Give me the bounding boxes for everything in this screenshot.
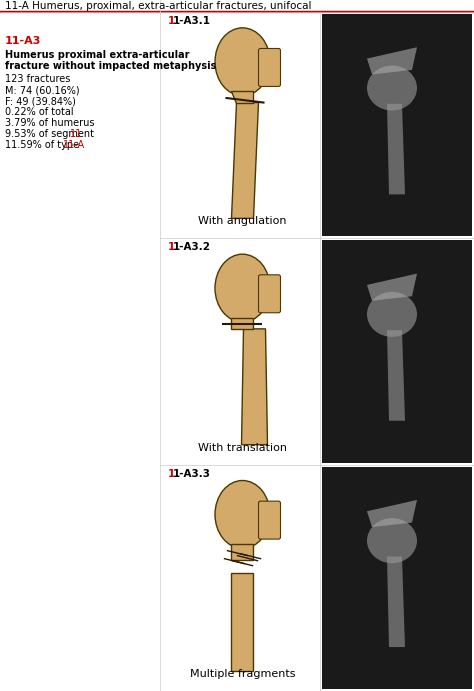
Ellipse shape bbox=[215, 480, 270, 549]
Text: 1: 1 bbox=[168, 243, 175, 252]
Text: Humerus proximal extra-articular: Humerus proximal extra-articular bbox=[5, 50, 190, 60]
Text: 1-A3.2: 1-A3.2 bbox=[173, 243, 211, 252]
Ellipse shape bbox=[215, 28, 270, 96]
Polygon shape bbox=[231, 91, 254, 102]
Text: 11-A Humerus, proximal, extra-articular fractures, unifocal: 11-A Humerus, proximal, extra-articular … bbox=[5, 1, 311, 11]
Text: 1: 1 bbox=[168, 468, 175, 479]
Text: 11-A: 11-A bbox=[63, 140, 85, 150]
Text: 123 fractures: 123 fractures bbox=[5, 74, 70, 84]
Text: With angulation: With angulation bbox=[198, 216, 287, 227]
FancyBboxPatch shape bbox=[322, 240, 472, 463]
Polygon shape bbox=[231, 574, 254, 671]
Text: 1-A3.1: 1-A3.1 bbox=[173, 16, 211, 26]
Ellipse shape bbox=[367, 518, 417, 563]
Text: F: 49 (39.84%): F: 49 (39.84%) bbox=[5, 96, 76, 106]
Text: 11.59% of type: 11.59% of type bbox=[5, 140, 82, 150]
Polygon shape bbox=[367, 500, 417, 527]
Text: Multiple fragments: Multiple fragments bbox=[190, 669, 295, 679]
FancyBboxPatch shape bbox=[322, 14, 472, 236]
FancyBboxPatch shape bbox=[322, 466, 472, 689]
Polygon shape bbox=[387, 556, 405, 647]
Polygon shape bbox=[387, 104, 405, 194]
Text: M: 74 (60.16%): M: 74 (60.16%) bbox=[5, 85, 80, 95]
Text: 3.79% of humerus: 3.79% of humerus bbox=[5, 118, 94, 128]
Polygon shape bbox=[367, 274, 417, 301]
Text: 1: 1 bbox=[168, 16, 175, 26]
Text: fracture without impacted metaphysis: fracture without impacted metaphysis bbox=[5, 61, 216, 71]
Polygon shape bbox=[241, 329, 267, 445]
Text: 0.22% of total: 0.22% of total bbox=[5, 107, 73, 117]
Text: With translation: With translation bbox=[198, 443, 287, 453]
Polygon shape bbox=[387, 330, 405, 421]
Text: 1-A3.3: 1-A3.3 bbox=[173, 468, 211, 479]
Polygon shape bbox=[231, 544, 254, 560]
Text: 9.53% of segment: 9.53% of segment bbox=[5, 129, 97, 139]
Text: 11: 11 bbox=[71, 129, 82, 139]
Polygon shape bbox=[231, 318, 254, 329]
FancyBboxPatch shape bbox=[258, 275, 281, 313]
Text: 11-A3: 11-A3 bbox=[5, 36, 41, 46]
Ellipse shape bbox=[367, 66, 417, 111]
FancyBboxPatch shape bbox=[258, 48, 281, 86]
Ellipse shape bbox=[367, 292, 417, 337]
Polygon shape bbox=[367, 47, 417, 75]
FancyBboxPatch shape bbox=[258, 501, 281, 539]
Ellipse shape bbox=[215, 254, 270, 322]
Polygon shape bbox=[231, 102, 258, 218]
